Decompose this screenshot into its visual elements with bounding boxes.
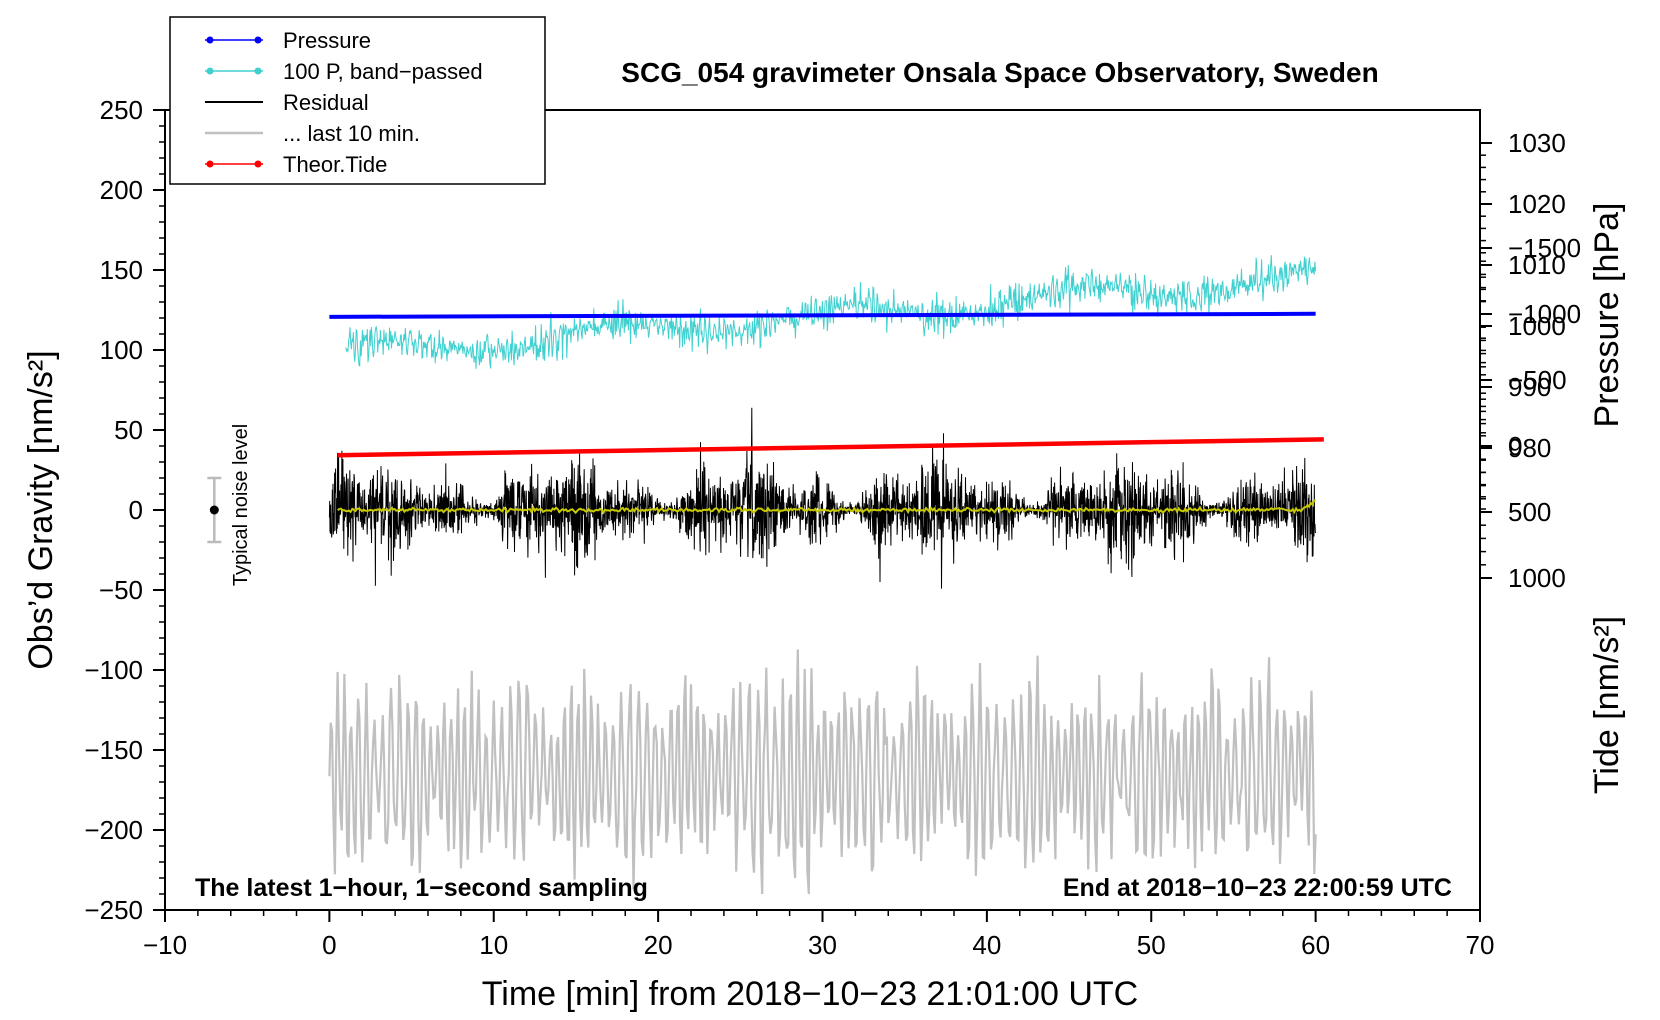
noise-indicator-label: Typical noise level <box>230 424 252 586</box>
y-tick-label: −250 <box>84 895 143 925</box>
pressure-axis-title: Pressure [hPa] <box>1588 203 1626 428</box>
legend-marker-right <box>254 67 262 75</box>
y-tick-label: 50 <box>114 415 143 445</box>
legend-marker-left <box>206 36 214 44</box>
x-tick-label: 10 <box>479 930 508 960</box>
legend-box <box>169 16 546 185</box>
pressure-tick-label: 1030 <box>1508 128 1566 158</box>
x-tick-label: 70 <box>1466 930 1495 960</box>
pressure-tick-label: 980 <box>1508 433 1551 463</box>
y-axis-title: Obs’d Gravity [nm/s²] <box>22 350 60 669</box>
noise-indicator <box>207 476 222 544</box>
pressure-tick-label: 990 <box>1508 372 1551 402</box>
x-axis-title: Time [min] from 2018−10−23 21:01:00 UTC <box>482 975 1138 1013</box>
legend-marker-right <box>254 160 262 168</box>
y-tick-label: 250 <box>100 95 143 125</box>
y-tick-label: −100 <box>84 655 143 685</box>
legend-label: Pressure <box>283 28 371 53</box>
series-residual <box>328 407 1317 589</box>
tide-axis-title: Tide [nm/s²] <box>1588 616 1626 794</box>
x-tick-label: 0 <box>322 930 336 960</box>
y-tick-label: 100 <box>100 335 143 365</box>
legend-label: Theor.Tide <box>283 152 387 177</box>
tide-tick-label: 500 <box>1508 497 1551 527</box>
series-residual-smoothed <box>337 499 1316 515</box>
pressure-tick-label: 1020 <box>1508 189 1566 219</box>
x-tick-label: 40 <box>972 930 1001 960</box>
y-tick-label: 150 <box>100 255 143 285</box>
legend-marker-right <box>254 36 262 44</box>
legend-marker-left <box>206 160 214 168</box>
legend-label: ... last 10 min. <box>283 121 420 146</box>
end-time-note: End at 2018−10−23 22:00:59 UTC <box>1063 874 1452 902</box>
tide-tick-label: 0 <box>1508 431 1522 461</box>
y-tick-label: −150 <box>84 735 143 765</box>
legend-label: 100 P, band−passed <box>283 59 483 84</box>
pressure-tick-label: 1010 <box>1508 250 1566 280</box>
x-tick-label: 20 <box>644 930 673 960</box>
series-bandpassed-pressure <box>345 255 1317 369</box>
sampling-note: The latest 1−hour, 1−second sampling <box>195 874 648 902</box>
axes-layer: −10 0 10 20 30 40 50 60 70−250−200−150−100−50050… <box>84 95 1581 960</box>
x-tick-label: 30 <box>808 930 837 960</box>
x-tick-label: 50 <box>1137 930 1166 960</box>
series-theoretical-tide <box>337 437 1324 458</box>
x-tick-label: 60 <box>1301 930 1330 960</box>
tide-tick-label: −1000 <box>1508 299 1581 329</box>
y-tick-label: 0 <box>129 495 143 525</box>
tide-tick-label: −500 <box>1508 365 1567 395</box>
legend: Pressure 100 P, band−passed Residual ... la… <box>169 16 546 185</box>
tide-tick-label: −1500 <box>1508 233 1581 263</box>
y-tick-label: −200 <box>84 815 143 845</box>
y-tick-label: 200 <box>100 175 143 205</box>
noise-dot <box>209 505 219 515</box>
pressure-tick-label: 1000 <box>1508 311 1566 341</box>
series-last-10-min <box>328 649 1317 895</box>
series-layer <box>328 255 1324 895</box>
tide-tick-label: 1000 <box>1508 563 1566 593</box>
series-pressure <box>329 311 1316 319</box>
legend-label: Residual <box>283 90 369 115</box>
legend-marker-left <box>206 67 214 75</box>
chart-title: SCG_054 gravimeter Onsala Space Observat… <box>621 57 1378 88</box>
x-tick-label: −10 <box>143 930 187 960</box>
y-tick-label: −50 <box>99 575 143 605</box>
